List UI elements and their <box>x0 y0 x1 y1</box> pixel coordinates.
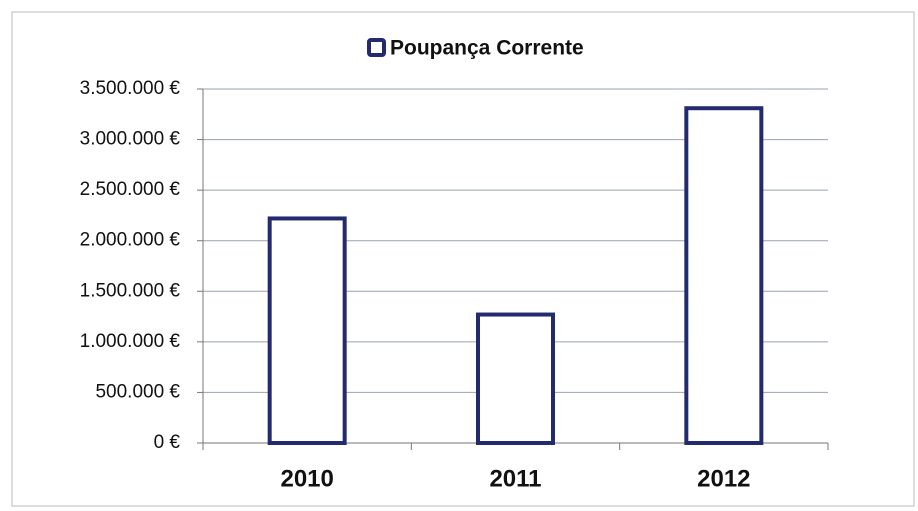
y-tick-label: 0 € <box>154 432 181 453</box>
legend-swatch <box>367 38 386 57</box>
y-tick-label: 3.500.000 € <box>80 78 181 99</box>
y-tick-label: 3.000.000 € <box>80 129 181 150</box>
y-tick-label: 1.500.000 € <box>80 280 181 301</box>
x-tick-label: 2011 <box>489 465 541 492</box>
bar <box>684 106 764 446</box>
y-tick-label: 2.000.000 € <box>80 230 181 251</box>
bar <box>476 312 555 446</box>
bar <box>267 216 347 445</box>
chart-frame <box>11 11 915 507</box>
y-tick-label: 2.500.000 € <box>80 179 181 200</box>
y-tick-label: 1.000.000 € <box>80 331 181 352</box>
x-tick-label: 2012 <box>697 465 750 492</box>
x-tick-label: 2010 <box>280 465 333 492</box>
y-tick-label: 500.000 € <box>95 381 180 402</box>
legend-label: Poupança Corrente <box>390 37 584 60</box>
